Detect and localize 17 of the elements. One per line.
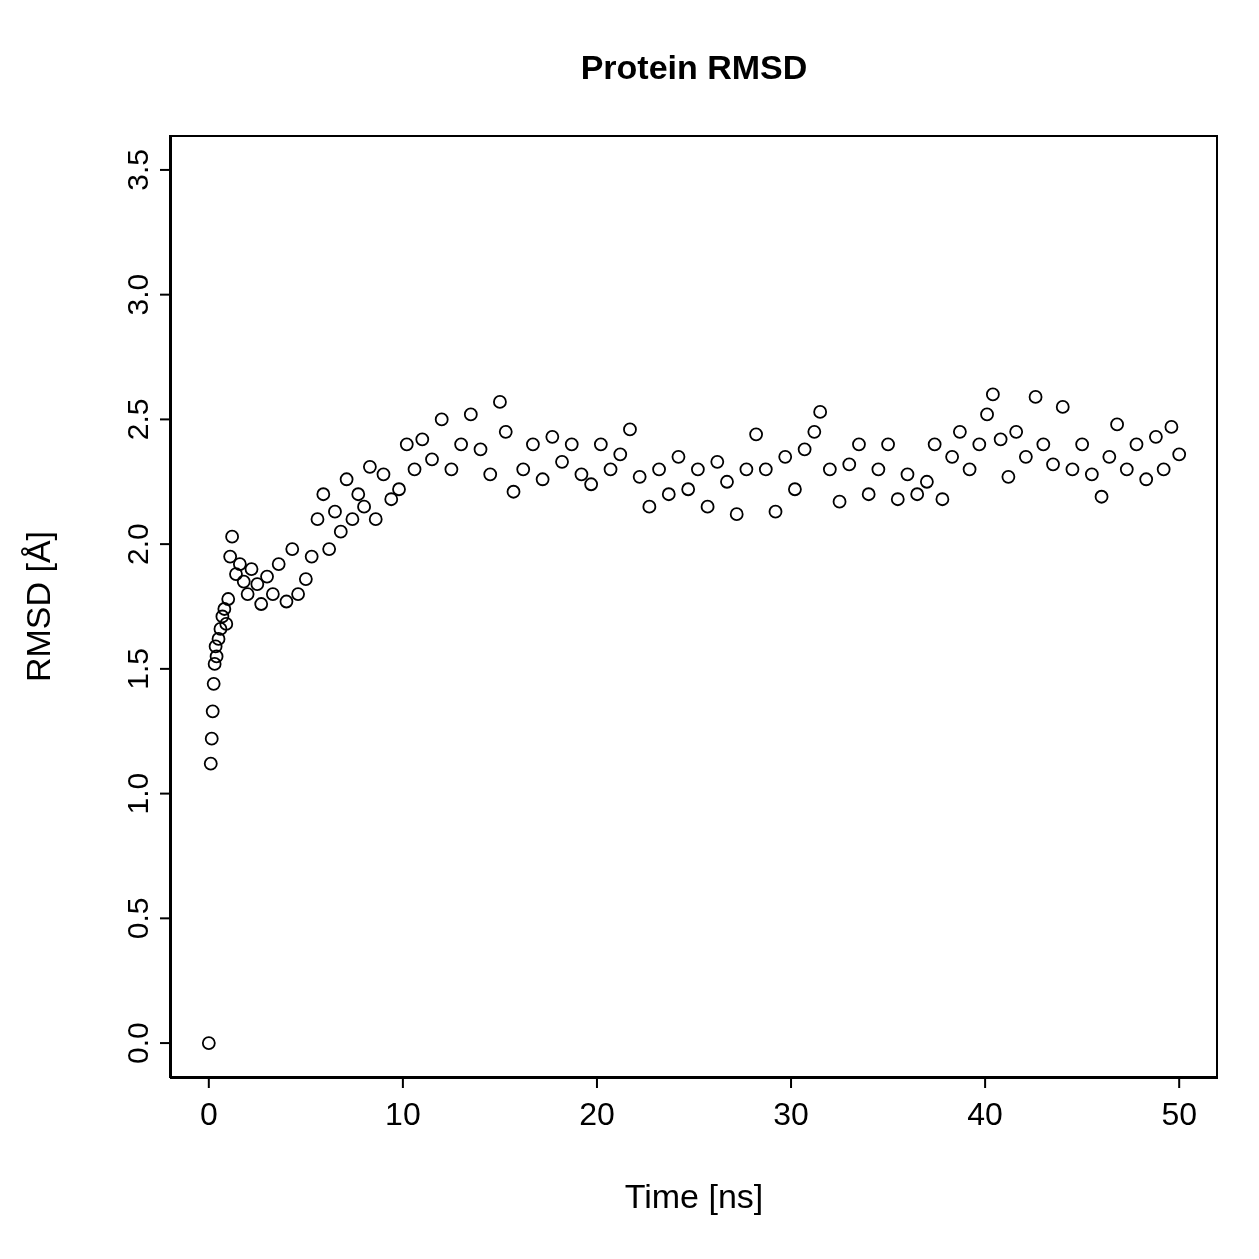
x-tick-label: 50 (1161, 1095, 1197, 1132)
x-tick-label: 10 (385, 1095, 421, 1132)
x-tick-label: 20 (579, 1095, 615, 1132)
x-tick-label: 30 (773, 1095, 809, 1132)
y-tick-label: 1.0 (121, 772, 154, 815)
x-axis-title: Time [ns] (624, 1177, 764, 1215)
chart-title: Protein RMSD (579, 48, 809, 87)
x-tick-label: 0 (199, 1095, 218, 1132)
y-axis-title: RMSD [Å] (19, 530, 58, 683)
y-tick-label: 3.5 (121, 149, 154, 191)
y-tick-label: 2.5 (121, 398, 154, 441)
y-tick-label: 2.0 (121, 523, 154, 565)
y-tick-label: 3.0 (121, 273, 154, 316)
y-tick-label: 1.5 (121, 648, 154, 690)
y-tick-label: 0.5 (121, 897, 154, 940)
y-tick-label: 0.0 (121, 1022, 154, 1064)
x-tick-label: 40 (967, 1095, 1003, 1132)
